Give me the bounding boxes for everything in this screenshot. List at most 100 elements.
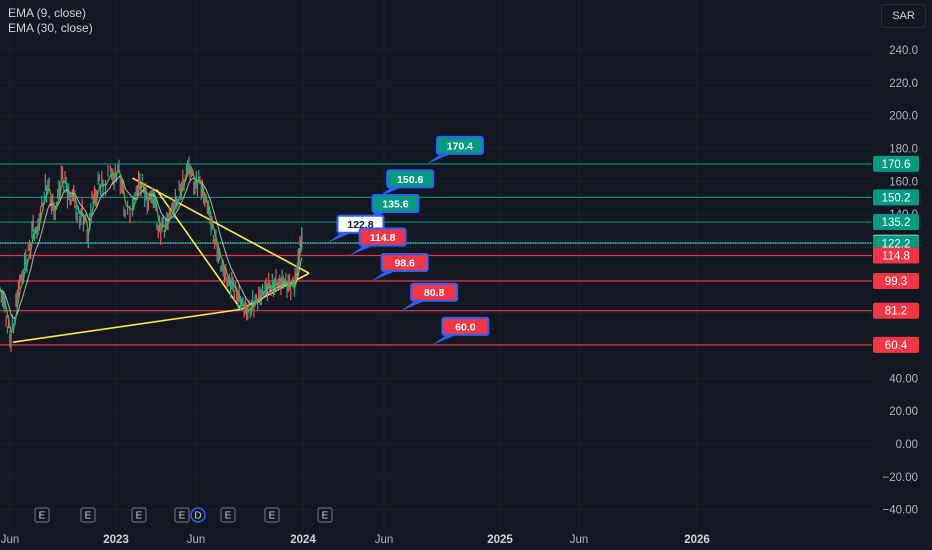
earnings-label: E [269, 511, 276, 522]
earnings-marker-1[interactable]: E [80, 507, 96, 523]
earnings-badge [174, 507, 190, 523]
ema-9-line [0, 167, 303, 335]
callout-6[interactable]: 80.8 [401, 282, 459, 311]
callout-pointer [327, 232, 352, 243]
callout-box [358, 227, 407, 247]
callout-7[interactable]: 60.0 [432, 316, 490, 345]
callout-pointer [426, 153, 451, 164]
ema-30-line [0, 175, 303, 319]
earnings-marker-4[interactable]: D [190, 507, 206, 523]
earnings-badge [131, 507, 147, 523]
earnings-marker-3[interactable]: E [174, 507, 190, 523]
earnings-label: E [322, 511, 329, 522]
callout-label: 98.6 [394, 257, 415, 269]
earnings-label: E [85, 511, 92, 522]
callout-pointer [371, 270, 396, 281]
price-tag-bg [873, 336, 919, 353]
price-tag-bg [873, 155, 919, 172]
y-tick-label: −20.00 [883, 472, 919, 484]
earnings-badge [317, 507, 333, 523]
price-tag-4: 122.2 [873, 235, 919, 252]
dividend-badge [190, 507, 206, 523]
callout-label: 114.8 [370, 232, 396, 244]
chart-grid [0, 0, 872, 530]
price-tag-bg [873, 247, 919, 264]
earnings-marker-5[interactable]: E [220, 507, 236, 523]
earnings-badge [80, 507, 96, 523]
callout-pointer [432, 334, 457, 345]
y-tick-label: 220.0 [889, 78, 918, 90]
earnings-label: D [194, 511, 201, 522]
y-tick-label: 40.00 [889, 373, 918, 385]
x-tick-label: Jun [375, 534, 394, 546]
x-tick-label: Jun [570, 534, 589, 546]
price-tag-5: 114.8 [873, 247, 919, 264]
price-series [0, 156, 303, 352]
legend-ema-9[interactable]: EMA (9, close) [8, 6, 87, 20]
earnings-badge [220, 507, 236, 523]
legend-ema-30[interactable]: EMA (30, close) [8, 21, 93, 35]
time-axis-bg [0, 530, 932, 550]
earnings-badge [264, 507, 280, 523]
callout-label: 170.4 [447, 140, 473, 152]
callout-label: 80.8 [424, 287, 445, 299]
price-tag-label: 150.2 [882, 192, 911, 204]
price-axis-bg [872, 0, 932, 530]
x-tick-label: 2024 [290, 534, 316, 546]
callout-box [371, 194, 420, 214]
earnings-marker-2[interactable]: E [131, 507, 147, 523]
price-tag-bg [873, 214, 919, 231]
time-axis[interactable]: Jun 2023 Jun 2024 Jun 2025 Jun 2026 [0, 530, 932, 550]
price-tag-0: 170.6 [873, 155, 919, 172]
earnings-label: E [39, 511, 46, 522]
callout-label: 135.6 [382, 199, 408, 211]
callout-box [386, 169, 435, 189]
y-tick-label: 0.00 [896, 439, 918, 451]
price-tag-bg [873, 235, 919, 252]
price-tag-label: 81.2 [885, 306, 907, 318]
earnings-marker-0[interactable]: E [34, 507, 50, 523]
price-tag-label: 135.2 [882, 217, 911, 229]
callout-0[interactable]: 170.4 [426, 135, 484, 164]
callout-4[interactable]: 114.8 [349, 227, 407, 256]
currency-button[interactable]: SAR [881, 4, 926, 28]
y-tick-label: −40.00 [883, 505, 919, 517]
price-axis-tags: 170.6150.2135.2122.6122.2114.899.381.260… [873, 155, 919, 353]
price-axis[interactable]: 240.0220.0200.0180.0160.0140.0120.0100.0… [872, 0, 932, 530]
callout-pointer [349, 245, 374, 256]
callout-1[interactable]: 150.6 [377, 169, 435, 198]
y-tick-label: 240.0 [889, 45, 918, 57]
y-tick-label: 200.0 [889, 111, 918, 123]
callout-label: 150.6 [397, 174, 423, 186]
price-tag-8: 60.4 [873, 336, 919, 353]
price-tag-label: 60.4 [885, 340, 908, 352]
x-tick-label: Jun [187, 534, 206, 546]
horizontal-levels [0, 163, 872, 346]
earnings-marker-6[interactable]: E [264, 507, 280, 523]
price-tag-bg [873, 189, 919, 206]
price-tag-1: 150.2 [873, 189, 919, 206]
x-tick-label: 2025 [487, 534, 513, 546]
y-tick-label: 20.00 [889, 406, 918, 418]
callout-box [380, 252, 429, 272]
earnings-badge [34, 507, 50, 523]
earnings-label: E [136, 511, 143, 522]
callout-5[interactable]: 98.6 [371, 252, 429, 281]
price-tag-label: 114.8 [882, 251, 910, 263]
earnings-marker-7[interactable]: E [317, 507, 333, 523]
price-tag-bg [873, 272, 919, 289]
earnings-label: E [179, 511, 186, 522]
earnings-label: E [225, 511, 232, 522]
price-tag-label: 122.2 [882, 238, 911, 250]
price-tag-2: 135.2 [873, 214, 919, 231]
pattern-line-0[interactable] [132, 177, 310, 274]
pattern-line-1[interactable] [155, 189, 242, 310]
callout-box [435, 135, 484, 155]
price-tag-7: 81.2 [873, 302, 919, 319]
x-tick-label: Jun [1, 534, 20, 546]
x-tick-label: 2023 [103, 534, 129, 546]
price-tag-bg [873, 302, 919, 319]
pattern-line-2[interactable] [12, 308, 242, 344]
